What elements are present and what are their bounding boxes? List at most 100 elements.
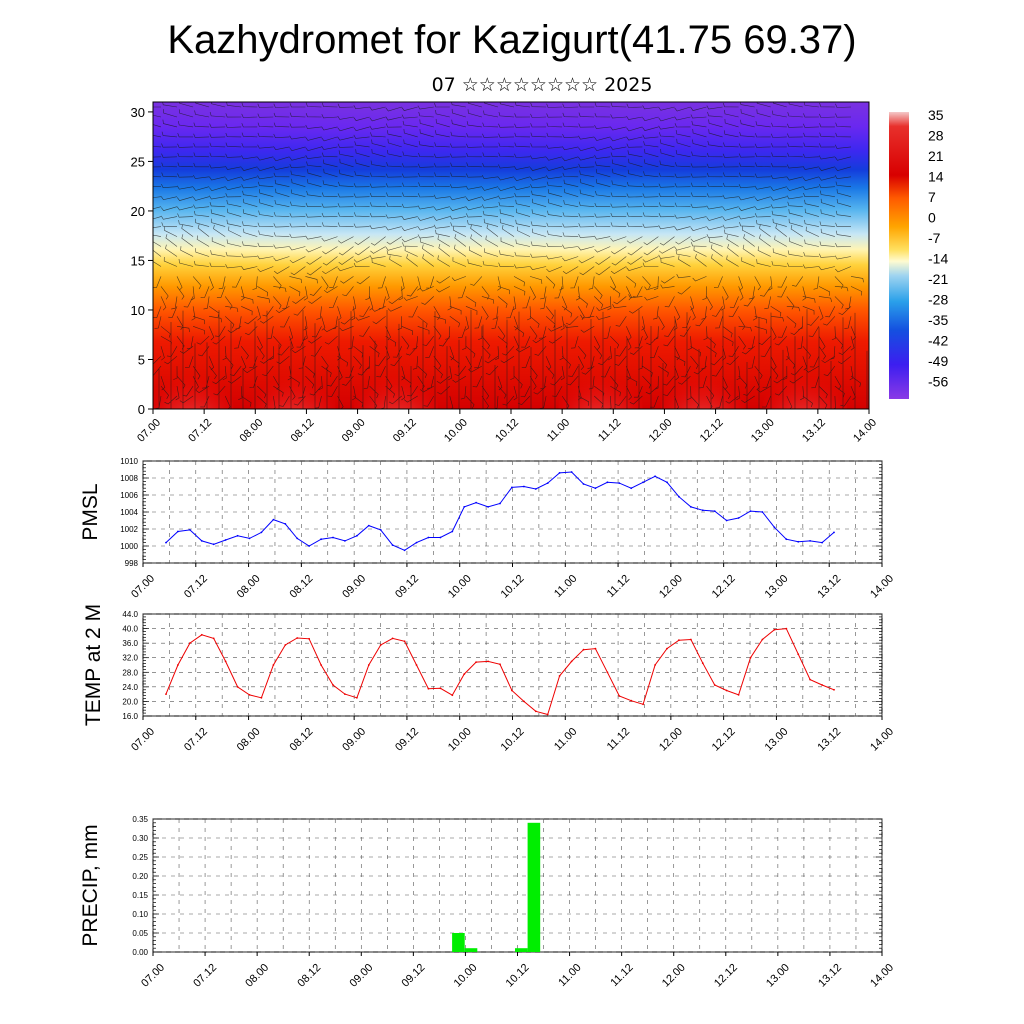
colorbar-label: -56 (928, 374, 948, 390)
xtick-label: 14.00 (868, 726, 896, 754)
colorbar-label: -14 (928, 251, 948, 267)
ytick-label: 0.15 (132, 891, 148, 900)
temperature-point (761, 638, 764, 641)
pmsl-point (451, 530, 454, 533)
temperature-point (332, 684, 334, 686)
xtick-label: 13.00 (763, 726, 791, 754)
xtick-label: 13.12 (815, 726, 843, 754)
temperature-point (725, 689, 728, 692)
colorbar-label: -42 (928, 333, 948, 349)
axis-title: PRECIP, mm (79, 824, 102, 946)
pmsl-point (606, 481, 609, 484)
xtick-label: 11.12 (608, 962, 635, 989)
pmsl-point (654, 475, 656, 478)
heatmap-xtick-label: 12.00 (647, 417, 675, 445)
xtick-label: 11.00 (556, 962, 583, 989)
ytick-label: 1006 (120, 491, 138, 500)
temperature-point (165, 693, 167, 695)
pmsl-point (642, 481, 644, 484)
pmsl-point (785, 538, 788, 541)
heatmap-ytick-label: 10 (131, 303, 145, 318)
temperature-point (320, 664, 322, 666)
xtick-label: 09.12 (400, 962, 428, 990)
colorbar-label: 35 (928, 107, 944, 123)
temperature-point (558, 675, 561, 677)
heatmap-ytick-label: 15 (131, 253, 145, 268)
ytick-label: 16.0 (122, 712, 138, 721)
colorbar-label: 0 (928, 210, 936, 226)
temperature-point (296, 637, 299, 639)
pmsl-point (594, 487, 597, 490)
xtick-label: 09.12 (393, 726, 421, 754)
temperature-point (308, 637, 310, 640)
xtick-label: 09.12 (393, 573, 421, 601)
temperature-panel: 16.0 20.0 24.0 28.0 32.0 36.0 40.0 44.0 07.00 07.… (82, 604, 896, 754)
temperature-point (224, 660, 227, 663)
precip-bar (527, 822, 541, 952)
xtick-label: 12.00 (660, 962, 688, 990)
temperature-point (177, 664, 179, 666)
temperature-point (582, 648, 585, 651)
warm-surface-area (153, 347, 234, 409)
pmsl-point (511, 486, 513, 489)
ytick-label: 0.10 (132, 910, 148, 919)
pmsl-panel: 998 1000 1002 1004 1006 1008 1010 07.00 07.12 08.… (79, 457, 896, 601)
pmsl-point (678, 495, 680, 498)
panel-frame (142, 613, 883, 717)
pmsl-point (212, 543, 215, 546)
temperature-point (499, 663, 501, 666)
heatmap-ytick-label: 20 (131, 204, 145, 219)
pmsl-point (165, 541, 167, 544)
ytick-label: 20.0 (122, 697, 138, 706)
pmsl-point (773, 526, 776, 529)
heatmap-xtick-label: 08.12 (289, 417, 317, 445)
temperature-point (570, 660, 573, 663)
xtick-label: 08.00 (243, 962, 271, 990)
colorbar-label: 21 (928, 148, 944, 164)
warm-surface-area (558, 347, 643, 409)
heatmap-xtick-label: 12.12 (698, 417, 726, 445)
warm-surface-area (660, 347, 745, 409)
temperature-point (427, 687, 430, 690)
xtick-label: 12.12 (712, 962, 740, 990)
xtick-label: 13.12 (815, 573, 843, 601)
xtick-label: 10.12 (499, 726, 527, 754)
colorbar-gradient (889, 112, 909, 399)
temperature-point (284, 644, 287, 646)
pmsl-point (439, 536, 442, 539)
axis-title: PMSL (79, 483, 102, 540)
ytick-label: 0.20 (132, 872, 148, 881)
pmsl-point (630, 487, 633, 490)
xtick-label: 11.12 (605, 573, 632, 600)
pmsl-point (427, 536, 430, 539)
pmsl-point (177, 530, 179, 533)
xtick-label: 11.00 (552, 573, 579, 600)
ytick-label: 1008 (120, 474, 138, 483)
temperature-point (415, 664, 418, 666)
pmsl-point (809, 540, 811, 542)
temperature-point (212, 637, 215, 640)
heatmap-xtick-label: 07.00 (135, 417, 163, 445)
temperature-point (809, 678, 811, 681)
xtick-label: 08.00 (235, 726, 263, 754)
ytick-label: 0.25 (132, 853, 148, 862)
heatmap-xtick-label: 13.00 (749, 417, 777, 445)
temperature-point (546, 713, 549, 716)
precip-bar (464, 948, 478, 952)
wind-barbs (153, 102, 868, 409)
pmsl-point (558, 472, 561, 474)
pmsl-point (487, 506, 489, 508)
heatmap-xtick-label: 07.12 (186, 417, 214, 445)
heatmap-xtick-label: 11.12 (596, 417, 623, 444)
heatmap-ytick-label: 25 (131, 154, 145, 169)
ytick-label: 1000 (120, 542, 138, 551)
colorbar-label: -7 (928, 230, 941, 246)
colorbar-label: 28 (928, 128, 944, 144)
temperature-point (737, 694, 740, 696)
ytick-label: 1002 (120, 525, 138, 534)
heatmap-ytick-label: 0 (138, 402, 145, 417)
pmsl-point (320, 538, 322, 541)
pmsl-point (821, 541, 823, 544)
xtick-label: 08.00 (235, 573, 263, 601)
